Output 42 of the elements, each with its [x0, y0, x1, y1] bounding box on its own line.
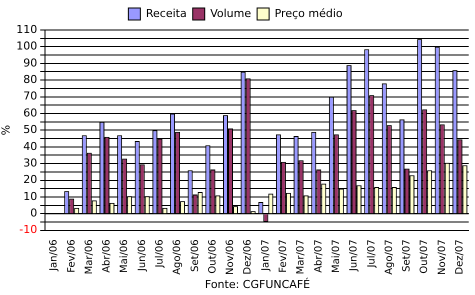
y-tick-label: 80: [23, 72, 38, 86]
source-note: Fonte: CGFUNCAFÉ: [204, 278, 312, 292]
y-tick-label: 30: [23, 156, 38, 170]
y-tick-label: 10: [23, 190, 38, 203]
y-axis-title: %: [0, 124, 12, 136]
y-tick-label: 60: [23, 106, 38, 120]
x-tick-label: Jun/06: [136, 239, 148, 272]
x-tick-label: Mai/06: [119, 239, 130, 274]
x-tick-label: Set/07: [402, 239, 413, 272]
x-tick-label: Dez/06: [242, 239, 254, 275]
x-tick-label: Fev/06: [66, 239, 78, 273]
y-tick-label: 20: [23, 173, 38, 186]
x-tick-label: Set/06: [190, 239, 201, 272]
y-tick-label: 50: [23, 123, 38, 136]
x-tick-label: Mai/07: [330, 239, 342, 274]
x-tick-label: Jan/06: [48, 239, 60, 272]
x-tick-label: Jul/06: [154, 239, 166, 269]
y-tick-label: 40: [23, 140, 38, 153]
x-tick-label: Fev/07: [278, 239, 290, 273]
y-tick-label: 90: [23, 56, 38, 70]
legend-label: Receita: [146, 6, 187, 20]
y-tick-label: -10: [19, 223, 38, 236]
x-tick-label: Ago/06: [172, 239, 184, 275]
x-tick-label: Mar/07: [296, 239, 307, 274]
legend-label: Preço médio: [274, 6, 343, 20]
x-tick-label: Out/07: [419, 239, 430, 274]
x-tick-label: Jun/07: [348, 239, 360, 272]
x-tick-label: Dez/07: [454, 239, 466, 275]
x-tick-label: Abr/07: [313, 239, 324, 273]
y-tick-label: 0: [30, 206, 38, 220]
y-tick-label: 70: [23, 90, 38, 103]
x-tick-label: Mar/06: [84, 239, 95, 274]
x-tick-label: Ago/07: [384, 239, 395, 275]
x-tick-label: Nov/07: [436, 239, 448, 276]
x-tick-label: Nov/06: [225, 239, 236, 276]
x-tick-label: Abr/06: [102, 239, 113, 273]
y-tick-label: 100: [16, 40, 38, 53]
x-tick-label: Out/06: [207, 239, 218, 274]
y-tick-label: 110: [16, 22, 38, 36]
x-tick-label: Jan/07: [260, 239, 272, 272]
x-tick-label: Jul/07: [366, 239, 378, 269]
legend-label: Volume: [210, 6, 252, 20]
